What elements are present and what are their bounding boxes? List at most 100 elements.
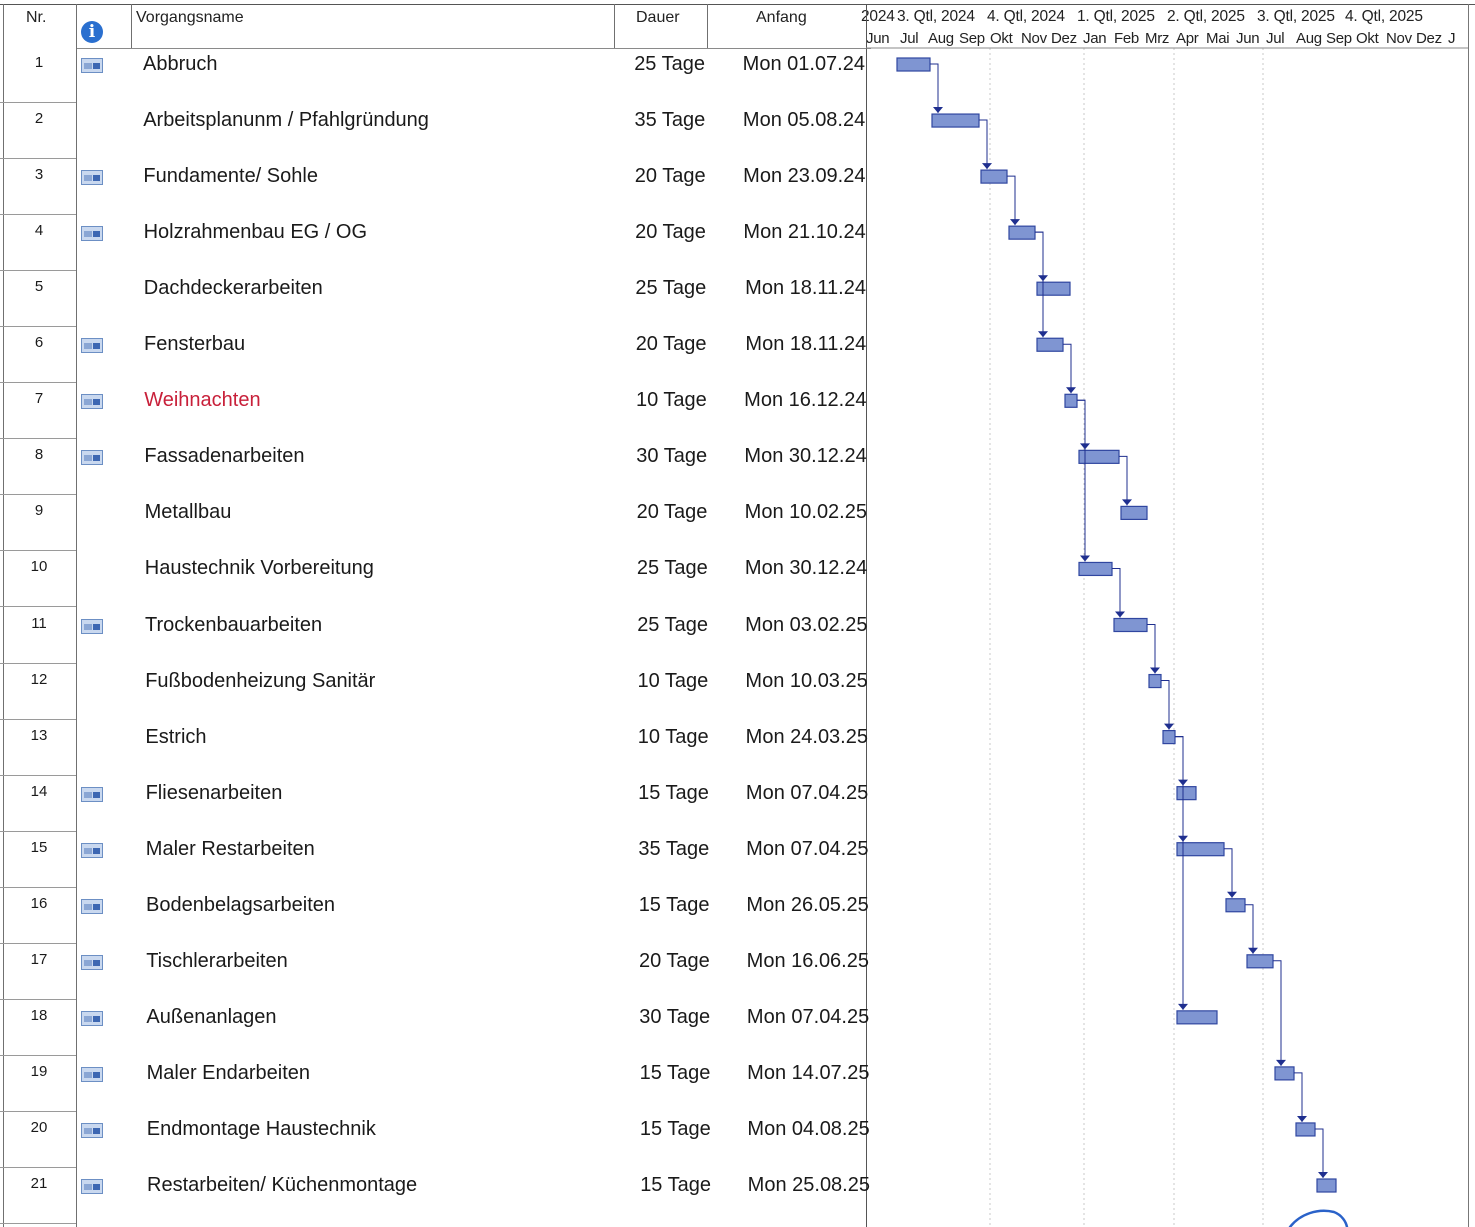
task-start-date[interactable]: Mon 23.09.24 xyxy=(743,165,866,188)
task-duration[interactable]: 20 Tage xyxy=(636,501,708,524)
task-note-icon[interactable] xyxy=(81,1179,103,1194)
task-name[interactable]: Arbeitsplanunm / Pfahlgründung xyxy=(143,109,429,132)
task-note-icon[interactable] xyxy=(81,226,103,242)
task-name[interactable]: Estrich xyxy=(145,725,207,748)
task-duration[interactable]: 25 Tage xyxy=(636,557,708,580)
task-start-date[interactable]: Mon 03.02.25 xyxy=(745,613,868,636)
task-name[interactable]: Endmontage Haustechnik xyxy=(146,1117,376,1140)
task-name[interactable]: Fliesenarbeiten xyxy=(145,781,283,804)
task-row-number[interactable]: 15 xyxy=(30,838,48,856)
task-name[interactable]: Fassadenarbeiten xyxy=(144,445,305,468)
gantt-bar[interactable] xyxy=(1246,954,1274,969)
task-row-number[interactable]: 16 xyxy=(30,894,48,912)
task-row-number[interactable]: 5 xyxy=(34,278,44,296)
task-start-date[interactable]: Mon 24.03.25 xyxy=(745,725,868,748)
gantt-bar[interactable] xyxy=(1316,1178,1337,1193)
header-duration[interactable]: Dauer xyxy=(636,9,680,26)
task-duration[interactable]: 25 Tage xyxy=(634,53,705,75)
gantt-bar[interactable] xyxy=(1295,1122,1316,1137)
gantt-bar[interactable] xyxy=(931,113,980,128)
task-note-icon[interactable] xyxy=(81,170,103,186)
task-row-number[interactable]: 11 xyxy=(31,614,47,632)
task-name[interactable]: Fundamente/ Sohle xyxy=(143,165,318,188)
gantt-bar[interactable] xyxy=(1064,393,1078,408)
task-name[interactable]: Fensterbau xyxy=(144,333,246,356)
task-name[interactable]: Fußbodenheizung Sanitär xyxy=(145,669,376,692)
task-row-number[interactable]: 7 xyxy=(34,390,44,408)
gantt-bar[interactable] xyxy=(1036,337,1064,352)
task-start-date[interactable]: Mon 10.02.25 xyxy=(744,501,867,524)
task-name[interactable]: Abbruch xyxy=(143,53,218,75)
task-name[interactable]: Trockenbauarbeiten xyxy=(145,613,323,636)
task-row-number[interactable]: 8 xyxy=(34,446,44,464)
task-duration[interactable]: 10 Tage xyxy=(637,725,709,748)
task-start-date[interactable]: Mon 21.10.24 xyxy=(743,221,866,244)
task-row-number[interactable]: 6 xyxy=(34,334,44,352)
task-row-number[interactable]: 13 xyxy=(30,726,48,744)
task-duration[interactable]: 30 Tage xyxy=(636,445,708,468)
task-note-icon[interactable] xyxy=(81,338,103,354)
task-note-icon[interactable] xyxy=(81,1122,103,1138)
task-duration[interactable]: 15 Tage xyxy=(638,781,709,804)
task-name[interactable]: Holzrahmenbau EG / OG xyxy=(143,221,368,244)
gantt-bar[interactable] xyxy=(1113,617,1148,633)
task-row-number[interactable]: 20 xyxy=(30,1118,48,1136)
task-row-number[interactable]: 21 xyxy=(30,1175,48,1192)
task-duration[interactable]: 20 Tage xyxy=(635,333,707,356)
task-row-number[interactable]: 2 xyxy=(34,110,44,128)
task-duration[interactable]: 25 Tage xyxy=(637,613,708,636)
task-note-icon[interactable] xyxy=(81,1010,103,1026)
task-start-date[interactable]: Mon 18.11.24 xyxy=(745,333,867,356)
header-name[interactable]: Vorgangsname xyxy=(136,9,244,26)
task-note-icon[interactable] xyxy=(81,786,103,802)
gantt-bar[interactable] xyxy=(1162,729,1176,745)
task-start-date[interactable]: Mon 30.12.24 xyxy=(744,445,867,468)
gantt-bar[interactable] xyxy=(1176,786,1197,801)
task-duration[interactable]: 15 Tage xyxy=(638,893,710,916)
task-start-date[interactable]: Mon 26.05.25 xyxy=(746,893,869,916)
task-row-number[interactable]: 17 xyxy=(30,950,48,968)
task-row-number[interactable]: 10 xyxy=(30,558,48,576)
task-start-date[interactable]: Mon 01.07.24 xyxy=(742,53,865,75)
task-duration[interactable]: 20 Tage xyxy=(635,221,706,244)
task-note-icon[interactable] xyxy=(81,58,103,73)
task-duration[interactable]: 35 Tage xyxy=(634,109,706,132)
task-start-date[interactable]: Mon 16.12.24 xyxy=(744,389,867,412)
task-row-number[interactable]: 9 xyxy=(34,502,44,520)
task-name[interactable]: Bodenbelagsarbeiten xyxy=(146,893,336,916)
task-name[interactable]: Restarbeiten/ Küchenmontage xyxy=(147,1174,418,1196)
task-start-date[interactable]: Mon 14.07.25 xyxy=(747,1061,870,1084)
task-row-number[interactable]: 12 xyxy=(30,670,48,688)
task-note-icon[interactable] xyxy=(81,898,103,914)
task-duration[interactable]: 25 Tage xyxy=(635,277,707,300)
task-start-date[interactable]: Mon 07.04.25 xyxy=(746,1005,870,1028)
task-row-number[interactable]: 4 xyxy=(34,222,44,240)
task-name[interactable]: Dachdeckerarbeiten xyxy=(143,277,323,300)
info-icon[interactable]: i xyxy=(81,21,103,43)
task-note-icon[interactable] xyxy=(81,618,103,634)
task-name[interactable]: Weihnachten xyxy=(144,389,261,412)
gantt-bar[interactable] xyxy=(980,169,1008,184)
task-name[interactable]: Maler Endarbeiten xyxy=(146,1061,311,1084)
gantt-bar[interactable] xyxy=(1274,1066,1295,1081)
task-duration[interactable]: 20 Tage xyxy=(634,165,706,188)
header-nr[interactable]: Nr. xyxy=(26,9,47,26)
gantt-bar[interactable] xyxy=(1225,898,1246,913)
task-start-date[interactable]: Mon 10.03.25 xyxy=(745,669,868,692)
task-duration[interactable]: 15 Tage xyxy=(640,1174,711,1196)
task-name[interactable]: Haustechnik Vorbereitung xyxy=(144,557,374,580)
gantt-bar[interactable] xyxy=(1120,505,1148,520)
task-name[interactable]: Metallbau xyxy=(144,501,232,524)
task-note-icon[interactable] xyxy=(81,842,103,858)
task-note-icon[interactable] xyxy=(81,954,103,970)
task-note-icon[interactable] xyxy=(81,1066,103,1082)
task-start-date[interactable]: Mon 16.06.25 xyxy=(746,949,869,972)
gantt-bar[interactable] xyxy=(1176,842,1225,857)
gantt-bar[interactable] xyxy=(1176,1010,1218,1025)
gantt-bar[interactable] xyxy=(1036,281,1071,296)
task-row-number[interactable]: 18 xyxy=(30,1006,48,1024)
task-start-date[interactable]: Mon 04.08.25 xyxy=(747,1117,870,1140)
task-row-number[interactable]: 3 xyxy=(34,166,44,184)
task-note-icon[interactable] xyxy=(81,450,103,466)
task-duration[interactable]: 30 Tage xyxy=(639,1005,711,1028)
